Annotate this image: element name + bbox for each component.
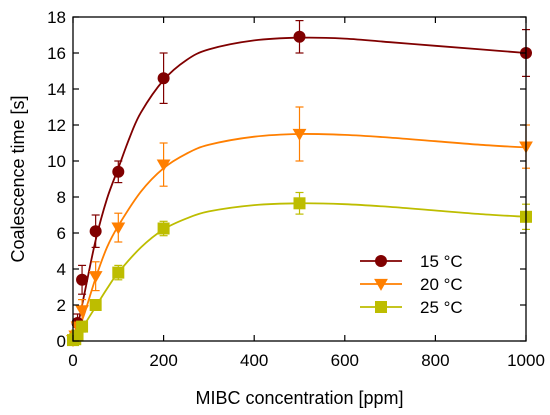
legend-label-20c: 20 °C [420,275,463,294]
fit-curve-2 [72,202,527,342]
y-tick-label-12: 12 [47,116,66,135]
y-axis-ticks: 0 2 4 6 8 10 12 14 16 18 [47,8,526,351]
legend-entry-25c: 25 °C [360,298,463,317]
y-tick-label-6: 6 [57,224,66,243]
y-tick-label-16: 16 [47,44,66,63]
data-point-s0-7 [293,30,306,43]
legend: 15 °C 20 °C 25 °C [360,252,463,317]
x-tick-label-1000: 1000 [507,351,545,370]
y-tick-label-2: 2 [57,296,66,315]
x-tick-label-600: 600 [331,351,359,370]
data-point-s1-3 [75,305,89,318]
y-tick-label-18: 18 [47,8,66,27]
data-point-s0-4 [89,225,102,238]
data-point-s1-5 [111,222,126,235]
data-points [66,30,533,347]
plot-frame [72,16,527,342]
x-tick-label-0: 0 [68,351,77,370]
legend-entry-20c: 20 °C [360,275,463,294]
legend-marker-2 [375,301,387,313]
x-tick-label-800: 800 [421,351,449,370]
x-axis-ticks: 0 200 400 600 800 1000 [68,17,545,370]
data-point-s2-3 [76,320,89,333]
y-tick-label-10: 10 [47,152,66,171]
legend-label-25c: 25 °C [420,298,463,317]
y-tick-label-14: 14 [47,80,66,99]
y-tick-label-0: 0 [57,332,66,351]
x-tick-label-400: 400 [240,351,268,370]
fit-curves [72,36,527,342]
legend-entry-15c: 15 °C [360,252,463,271]
data-point-s1-7 [292,128,307,141]
data-point-s2-6 [157,222,170,235]
y-tick-label-8: 8 [57,188,66,207]
fit-curve-0 [72,36,527,342]
data-point-s2-7 [293,197,306,210]
y-tick-label-4: 4 [57,260,66,279]
legend-marker-0 [375,255,387,267]
data-point-s1-6 [156,159,171,172]
legend-marker-1 [374,278,388,291]
y-axis-label: Coalescence time [s] [8,95,28,262]
x-axis-label: MIBC concentration [ppm] [195,388,403,408]
x-tick-label-200: 200 [149,351,177,370]
fit-curve-1 [72,133,527,342]
data-point-s2-5 [112,266,125,279]
data-point-s0-6 [157,72,170,85]
data-point-s0-5 [112,165,125,178]
legend-label-15c: 15 °C [420,252,463,271]
data-point-s1-4 [88,271,103,284]
data-point-s2-4 [89,299,102,311]
data-point-s0-3 [76,273,89,286]
